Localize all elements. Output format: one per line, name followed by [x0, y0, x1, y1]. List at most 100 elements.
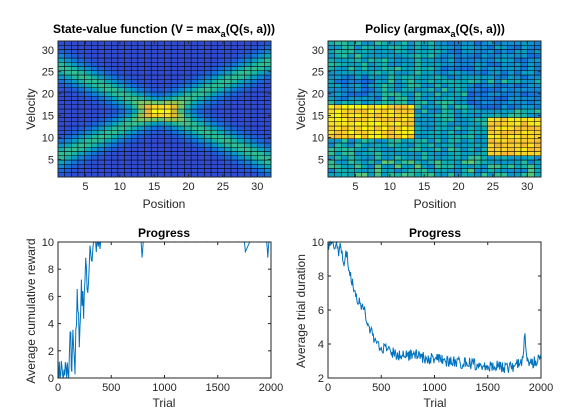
heatmap-cell	[230, 83, 238, 88]
heatmap-cell	[434, 40, 442, 46]
data-point	[386, 350, 388, 352]
heatmap-cell	[454, 45, 462, 50]
heatmap-cell	[237, 130, 245, 135]
heatmap-cell	[527, 172, 535, 178]
heatmap-cell	[150, 53, 159, 59]
heatmap-cell	[480, 49, 488, 54]
heatmap-cell	[217, 159, 225, 165]
heatmap-cell	[177, 151, 185, 156]
heatmap-cell	[224, 66, 232, 71]
heatmap-cell	[197, 151, 205, 156]
heatmap-cell	[534, 168, 542, 173]
heatmap-cell	[111, 125, 119, 131]
heatmap-cell	[447, 40, 455, 46]
heatmap-cell	[381, 130, 389, 135]
heatmap-cell	[534, 164, 542, 169]
heatmap-cell	[460, 57, 469, 63]
heatmap-cell	[507, 155, 515, 161]
heatmap-cell	[137, 125, 145, 131]
heatmap-cell	[414, 45, 422, 50]
heatmap-cell	[244, 142, 252, 148]
heatmap-cell	[130, 104, 139, 110]
heatmap-cell	[374, 117, 382, 122]
heatmap-cell	[184, 70, 192, 76]
heatmap-cell	[414, 164, 422, 169]
heatmap-cell	[341, 113, 349, 118]
heatmap-cell	[164, 74, 172, 80]
heatmap-cell	[91, 57, 99, 63]
x-tick-label: 20	[182, 181, 194, 193]
heatmap-cell	[381, 113, 389, 118]
heatmap-cell	[361, 113, 369, 118]
heatmap-cell	[244, 130, 252, 135]
heatmap-cell	[527, 113, 535, 118]
heatmap-cell	[354, 74, 362, 80]
heatmap-cell	[177, 168, 185, 173]
heatmap-cell	[117, 66, 125, 71]
heatmap-cell	[150, 66, 159, 71]
heatmap-cell	[460, 104, 469, 110]
data-point	[497, 365, 499, 367]
heatmap-cell	[97, 49, 105, 54]
heatmap-cell	[157, 138, 165, 144]
heatmap-cell	[420, 49, 429, 54]
heatmap-cell	[414, 108, 422, 114]
heatmap-cell	[210, 100, 218, 105]
heatmap-cell	[250, 79, 258, 84]
heatmap-cell	[97, 40, 105, 46]
heatmap-cell	[117, 138, 125, 144]
heatmap-cell	[440, 168, 449, 173]
heatmap-cell	[250, 57, 258, 63]
heatmap-cell	[407, 130, 415, 135]
heatmap-cell	[197, 96, 205, 101]
heatmap-cell	[111, 45, 119, 50]
heatmap-cell	[407, 142, 415, 148]
heatmap-cell	[354, 87, 362, 93]
heatmap-cell	[427, 168, 435, 173]
heatmap-cell	[204, 117, 212, 122]
heatmap-cell	[447, 151, 455, 156]
heatmap-cell	[124, 45, 132, 50]
heatmap-cell	[534, 40, 542, 46]
heatmap-cell	[197, 168, 205, 173]
heatmap-cell	[97, 100, 105, 105]
heatmap-cell	[177, 113, 185, 118]
x-tick-label: 10	[384, 181, 396, 193]
heatmap-cell	[71, 40, 79, 46]
heatmap-cell	[77, 134, 85, 139]
heatmap-cell	[361, 87, 369, 93]
heatmap-cell	[137, 172, 145, 178]
heatmap-cell	[507, 125, 515, 131]
heatmap-cell	[367, 66, 375, 71]
heatmap-cell	[420, 130, 429, 135]
heatmap-cell	[447, 87, 455, 93]
heatmap-cell	[250, 172, 258, 178]
heatmap-cell	[130, 125, 139, 131]
heatmap-cell	[117, 151, 125, 156]
heatmap-cell	[97, 138, 105, 144]
heatmap-cell	[250, 125, 258, 131]
heatmap-cell	[520, 168, 528, 173]
heatmap-cell	[427, 172, 435, 178]
heatmap-cell	[111, 104, 119, 110]
heatmap-cell	[454, 100, 462, 105]
heatmap-cell	[420, 79, 429, 84]
heatmap-cell	[91, 147, 99, 152]
heatmap-cell	[91, 96, 99, 101]
heatmap-cell	[117, 53, 125, 59]
heatmap-cell	[204, 155, 212, 161]
heatmap-cell	[420, 142, 429, 148]
heatmap-cell	[367, 142, 375, 148]
heatmap-cell	[250, 138, 258, 144]
heatmap-cell	[480, 121, 488, 127]
heatmap-cell	[170, 151, 179, 156]
heatmap-cell	[420, 100, 429, 105]
heatmap-cell	[347, 138, 355, 144]
heatmap-cell	[427, 121, 435, 127]
heatmap-cell	[204, 66, 212, 71]
data-point	[85, 257, 87, 259]
heatmap-cell	[514, 83, 522, 88]
heatmap-cell	[57, 151, 65, 156]
heatmap-cell	[374, 168, 382, 173]
heatmap-cell	[77, 87, 85, 93]
